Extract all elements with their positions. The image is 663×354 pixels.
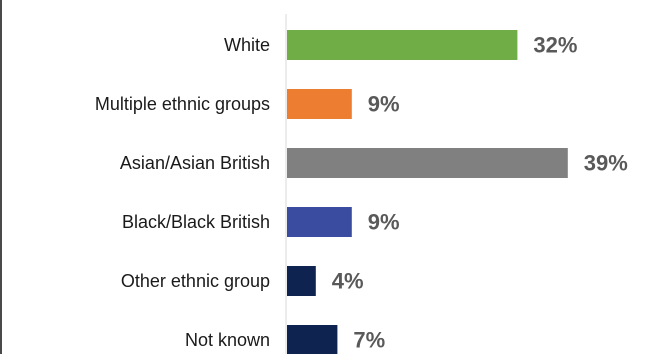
category-label-other-ethnic-group: Other ethnic group [121, 271, 270, 291]
value-label-multiple-ethnic-groups: 9% [368, 92, 400, 117]
value-label-not-known: 7% [353, 328, 385, 353]
category-label-multiple-ethnic-groups: Multiple ethnic groups [95, 94, 270, 114]
bars-group: White 32% Multiple ethnic groups 9% Asian/As… [95, 30, 628, 354]
category-label-not-known: Not known [185, 330, 270, 350]
bar-white [287, 30, 518, 60]
category-label-black-black-british: Black/Black British [122, 212, 270, 232]
value-label-black-black-british: 9% [368, 210, 400, 235]
value-label-asian-asian-british: 39% [584, 151, 628, 176]
category-label-asian-asian-british: Asian/Asian British [120, 153, 270, 173]
bar-asian-asian-british [287, 148, 568, 178]
category-label-white: White [224, 35, 270, 55]
bar-black-black-british [287, 207, 352, 237]
bar-not-known [287, 325, 338, 354]
bar-other-ethnic-group [287, 266, 316, 296]
value-label-white: 32% [533, 33, 577, 58]
bar-multiple-ethnic-groups [287, 89, 352, 119]
value-label-other-ethnic-group: 4% [332, 269, 364, 294]
